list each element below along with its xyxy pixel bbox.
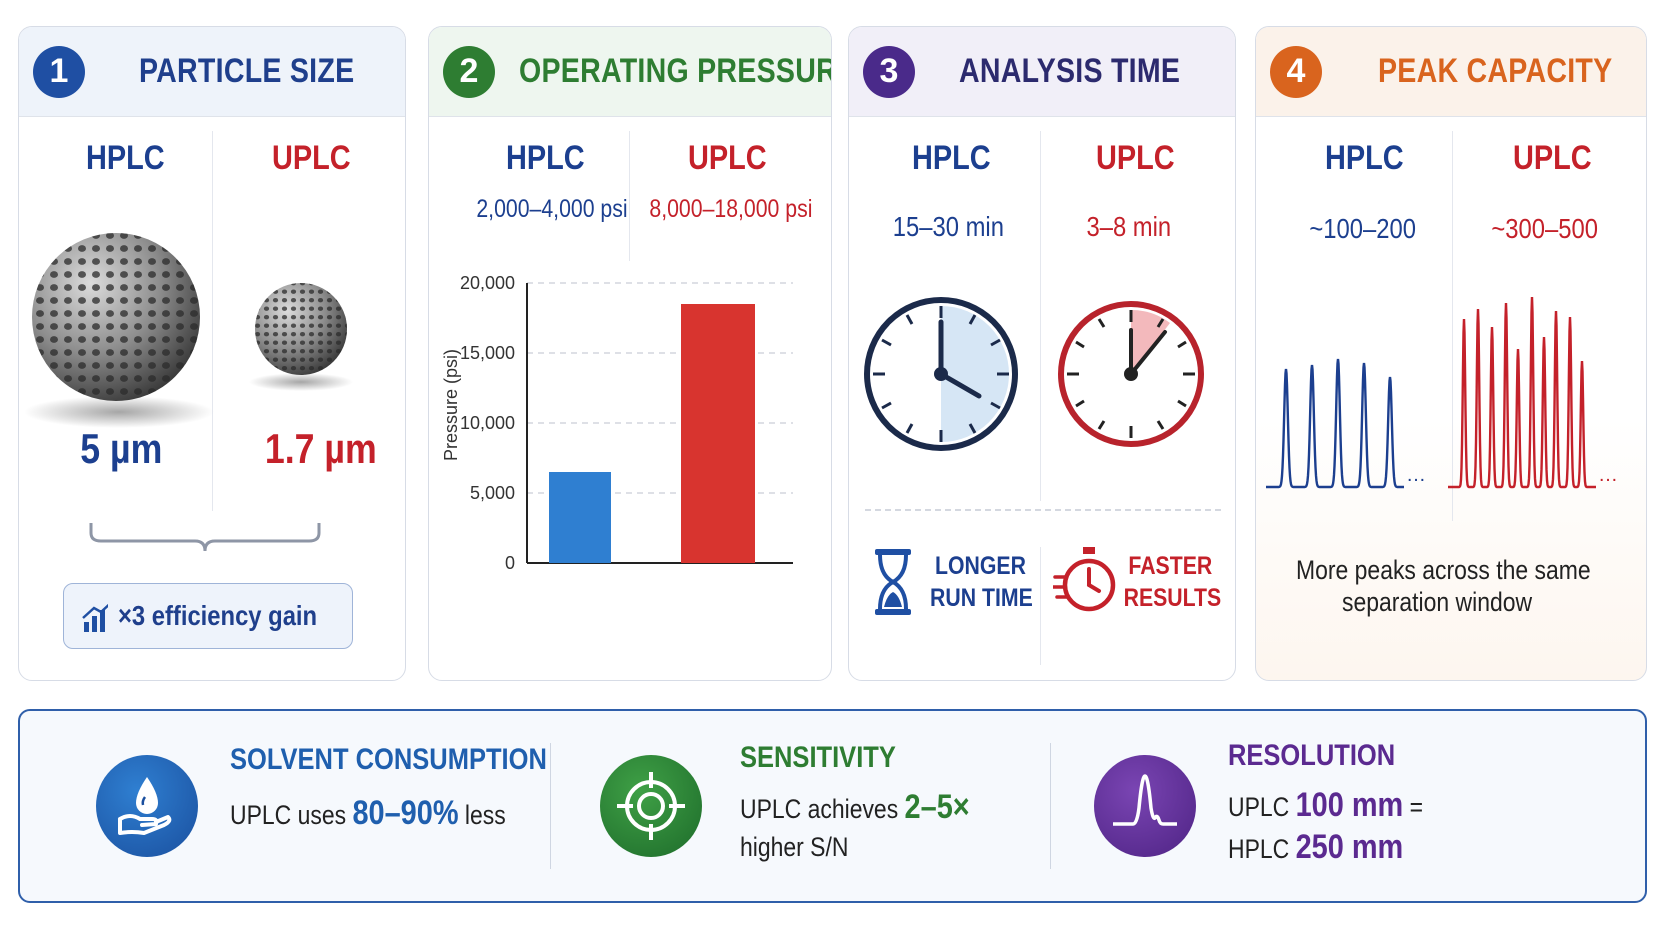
uplc-label: UPLC — [271, 139, 351, 177]
hplc-note-line1: LONGER — [935, 552, 1026, 580]
resolution-icon-circle — [1094, 755, 1196, 857]
step-number-badge: 3 — [863, 45, 915, 98]
panel-title: OPERATING PRESSURE — [519, 52, 832, 90]
uplc-particle-size: 1.7 µm — [264, 425, 377, 472]
solvent-highlight: 80–90% — [352, 794, 459, 832]
efficiency-gain-text: ×3 efficiency gain — [117, 600, 317, 631]
panel-title: ANALYSIS TIME — [959, 52, 1181, 90]
water-drop-hand-icon — [118, 777, 172, 835]
hplc-label: HPLC — [85, 139, 165, 177]
bar-hplc — [549, 472, 611, 563]
hplc-pressure-range: 2,000–4,000 psi — [476, 195, 628, 223]
hplc-peaks — [1266, 358, 1404, 489]
sensitivity-text: UPLC achieves 2–5× — [740, 788, 970, 826]
small-particle-shadow — [249, 373, 353, 391]
sensitivity-highlight: 2–5× — [904, 788, 970, 826]
panel-title: PARTICLE SIZE — [139, 52, 355, 90]
peak-caption-line2: separation window — [1342, 587, 1533, 617]
bar-uplc — [681, 304, 755, 563]
peak-signal-icon — [1113, 774, 1177, 826]
column-divider — [629, 131, 630, 261]
uplc-clock-icon — [1058, 301, 1204, 447]
hplc-note-line2: RUN TIME — [930, 584, 1033, 612]
uplc-label: UPLC — [1512, 139, 1592, 177]
hplc-particle-size: 5 µm — [80, 425, 163, 472]
y-axis-label: Pressure (psi) — [441, 349, 461, 461]
hplc-peak-capacity: ~100–200 — [1309, 213, 1416, 244]
panel-header: 2 OPERATING PRESSURE — [429, 27, 831, 117]
panel-header: 4 PEAK CAPACITY — [1256, 27, 1646, 117]
solvent-title: SOLVENT CONSUMPTION — [230, 743, 547, 776]
hplc-analysis-time: 15–30 min — [892, 211, 1004, 242]
hplc-column-length: 250 mm — [1295, 828, 1404, 866]
solvent-icon-circle — [96, 755, 198, 857]
hplc-clock-icon — [864, 297, 1018, 451]
peak-caption-line1: More peaks across the same — [1296, 555, 1591, 585]
uplc-column-length: 100 mm — [1295, 786, 1404, 824]
uplc-peaks — [1448, 296, 1596, 489]
hplc-label: HPLC — [911, 139, 991, 177]
particle-illustration — [24, 233, 353, 428]
step-number-badge: 4 — [1270, 45, 1322, 98]
pressure-bar-chart: Pressure (psi) 0 5,000 10,000 15,000 20,000 — [441, 273, 793, 573]
sensitivity-title: SENSITIVITY — [740, 741, 896, 774]
uplc-note-line1: FASTER — [1128, 552, 1213, 580]
solvent-text: UPLC uses 80–90% less — [230, 794, 506, 832]
comparison-bracket — [89, 523, 321, 552]
uplc-peaks-ellipsis: … — [1598, 464, 1618, 486]
hplc-label: HPLC — [1324, 139, 1404, 177]
additional-benefits-strip: SOLVENT CONSUMPTION UPLC uses 80–90% les… — [18, 709, 1647, 903]
step-number-badge: 2 — [443, 45, 495, 98]
peak-capacity-panel: 4 PEAK CAPACITY HPLC UPLC ~100–200 ~300–… — [1255, 26, 1647, 681]
column-divider-lower — [1040, 547, 1041, 665]
y-tick-label: 15,000 — [460, 343, 515, 363]
chromatogram-illustration: …… — [1266, 296, 1618, 489]
operating-pressure-panel: 2 OPERATING PRESSURE HPLC UPLC 2,000–4,0… — [428, 26, 832, 681]
panel-header: 1 PARTICLE SIZE — [19, 27, 405, 117]
hourglass-icon — [875, 549, 911, 615]
y-tick-label: 20,000 — [460, 273, 515, 293]
panel-header: 3 ANALYSIS TIME — [849, 27, 1235, 117]
analysis-time-panel: 3 ANALYSIS TIME HPLC UPLC 15–30 min 3–8 … — [848, 26, 1236, 681]
uplc-label: UPLC — [1095, 139, 1175, 177]
sensitivity-line2: higher S/N — [740, 832, 849, 862]
target-icon — [617, 772, 685, 840]
sensitivity-icon-circle — [600, 755, 702, 857]
column-divider — [1040, 131, 1041, 501]
particle-size-panel: 1 PARTICLE SIZE HPLC UPLC — [18, 26, 406, 681]
section-divider — [550, 743, 551, 869]
resolution-line1: UPLC 100 mm = — [1228, 786, 1424, 824]
hplc-label: HPLC — [505, 139, 585, 177]
panel-title: PEAK CAPACITY — [1378, 52, 1613, 90]
stopwatch-icon — [1053, 547, 1116, 612]
uplc-pressure-range: 8,000–18,000 psi — [649, 195, 813, 223]
uplc-note-line2: RESULTS — [1123, 584, 1222, 612]
step-number-badge: 1 — [33, 45, 85, 98]
uplc-label: UPLC — [687, 139, 767, 177]
clock-illustrations — [864, 297, 1204, 451]
efficiency-gain-badge: ×3 efficiency gain — [63, 583, 353, 649]
section-divider — [1050, 743, 1051, 869]
column-divider — [1452, 131, 1453, 521]
y-tick-label: 0 — [505, 553, 515, 573]
y-tick-label: 5,000 — [470, 483, 515, 503]
hplc-peaks-ellipsis: … — [1406, 464, 1426, 486]
uplc-analysis-time: 3–8 min — [1086, 211, 1172, 242]
uplc-peak-capacity: ~300–500 — [1491, 213, 1598, 244]
resolution-line2: HPLC 250 mm — [1228, 828, 1404, 866]
resolution-title: RESOLUTION — [1228, 739, 1396, 772]
column-divider — [212, 131, 213, 511]
large-particle-shadow — [24, 396, 214, 428]
chart-growth-icon — [82, 604, 108, 632]
y-tick-label: 10,000 — [460, 413, 515, 433]
dashed-separator — [865, 509, 1221, 511]
